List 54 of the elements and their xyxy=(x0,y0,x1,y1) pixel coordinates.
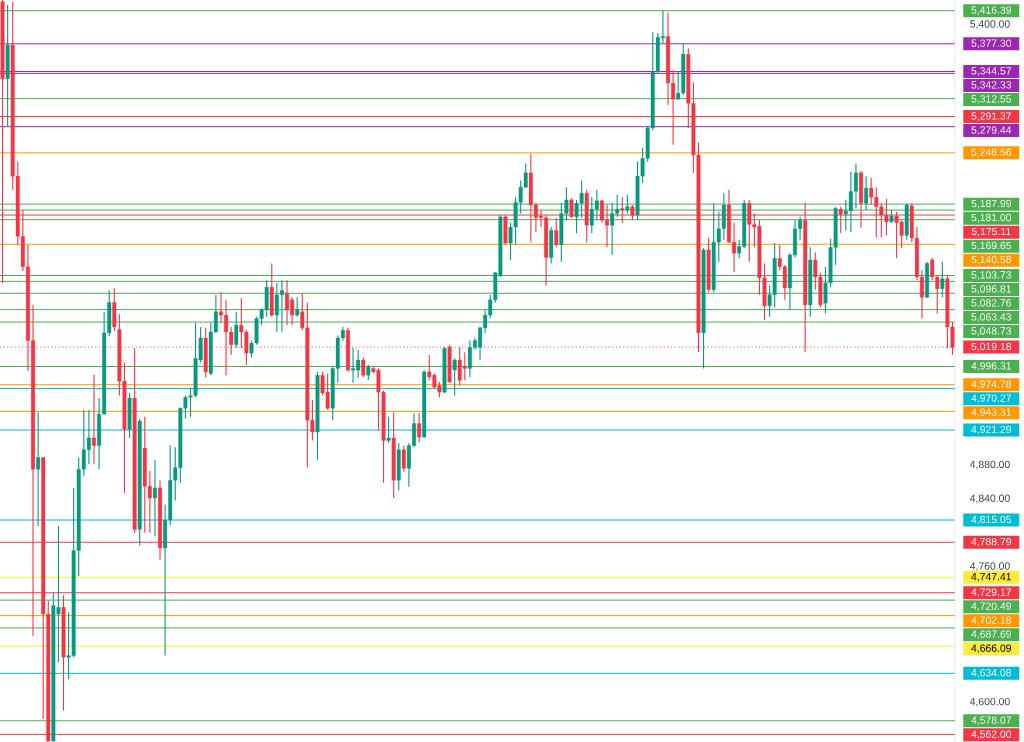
ref-line-label: 5,187.99 xyxy=(971,199,1012,209)
candlestick xyxy=(940,261,945,298)
ref-line-label: 5,344.57 xyxy=(971,67,1011,76)
candlestick xyxy=(625,194,630,214)
y-tick-label: 4,880.00 xyxy=(969,460,1010,470)
ref-line-label: 4,578.07 xyxy=(971,716,1011,726)
candlestick xyxy=(554,217,559,248)
y-tick-label: 5,400.00 xyxy=(970,20,1010,29)
candlestick xyxy=(417,412,422,443)
y-tick-label: 4,840.00 xyxy=(969,494,1010,504)
ref-line-label: 5,181.00 xyxy=(971,213,1012,223)
y-tick-label: 4,760.00 xyxy=(969,562,1010,571)
ref-line-label: 4,974.78 xyxy=(971,380,1012,390)
ref-line-label: 4,720.49 xyxy=(971,602,1012,612)
ref-line-label: 4,921.29 xyxy=(971,425,1012,435)
ref-line-label: 5,140.58 xyxy=(971,255,1012,265)
candlestick xyxy=(361,356,366,378)
ref-line-label: 5,248.56 xyxy=(971,148,1012,158)
ref-line-label: 5,416.39 xyxy=(971,6,1012,15)
ref-line-label: 5,019.18 xyxy=(971,342,1012,352)
ref-line-label: 5,082.76 xyxy=(971,299,1012,308)
ref-line-label: 4,666.09 xyxy=(971,644,1012,654)
candlestick xyxy=(92,373,96,465)
ref-line-label: 5,291.37 xyxy=(971,112,1011,121)
candlestick xyxy=(452,357,457,397)
y-tick-label: 4,600.00 xyxy=(969,697,1010,707)
ref-line-label: 5,096.81 xyxy=(971,285,1011,294)
candlestick xyxy=(234,311,239,349)
ref-line-label: 4,970.27 xyxy=(971,394,1011,404)
ref-line-label: 5,103.73 xyxy=(971,271,1012,280)
ref-line-label: 5,377.30 xyxy=(971,39,1012,49)
candlestick xyxy=(152,459,157,537)
ref-line-label: 4,702.18 xyxy=(971,616,1012,626)
ref-line-label: 5,279.44 xyxy=(971,126,1012,135)
ref-line-label: 5,312.55 xyxy=(971,95,1012,104)
ref-line-label: 4,687.69 xyxy=(971,630,1012,640)
candlestick xyxy=(401,444,406,473)
candlestick xyxy=(295,296,300,318)
ref-line-label: 4,729.17 xyxy=(971,588,1011,598)
ref-line-label: 4,996.31 xyxy=(971,362,1011,371)
ref-line-label: 5,169.65 xyxy=(971,241,1012,251)
ref-line-label: 4,634.08 xyxy=(971,669,1012,678)
ref-line-label: 4,562.00 xyxy=(971,730,1012,740)
candlestick xyxy=(864,175,869,211)
ref-line-label: 4,943.31 xyxy=(971,408,1011,418)
candlestick xyxy=(386,416,391,444)
ref-line-label: 5,342.33 xyxy=(971,81,1012,90)
ref-line-label: 4,815.05 xyxy=(971,515,1012,525)
ref-line-label: 4,788.79 xyxy=(971,537,1012,547)
ref-line-label: 5,048.73 xyxy=(971,327,1012,336)
ref-line-label: 5,063.43 xyxy=(971,313,1012,322)
ref-line-label: 4,747.41 xyxy=(971,573,1011,582)
ref-line-label: 5,175.11 xyxy=(971,227,1011,237)
candlestick xyxy=(36,411,41,527)
